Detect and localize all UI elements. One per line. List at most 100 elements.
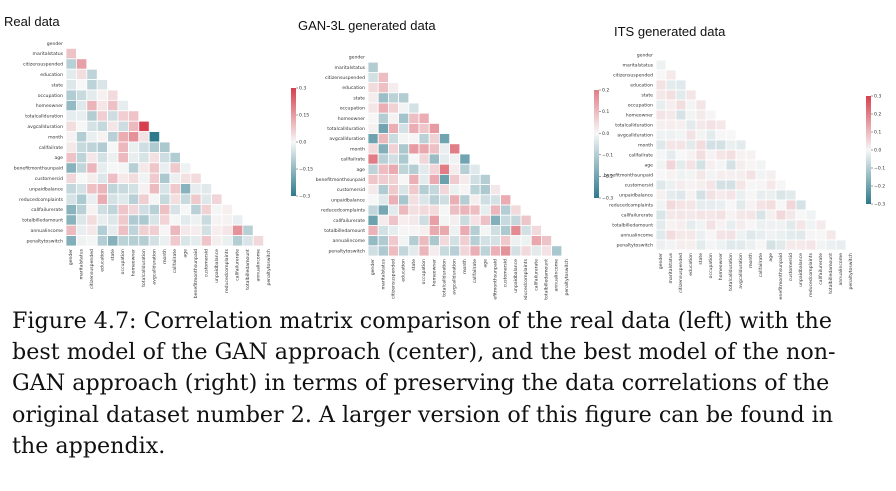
heatmap-cell: [775, 179, 787, 191]
column-label: maritalstatus: [668, 252, 674, 283]
heatmap-cell: [655, 79, 667, 91]
heatmap-cell: [735, 139, 747, 151]
heatmap-cell: [148, 193, 160, 205]
column-label: totalbilledamount: [544, 259, 550, 300]
heatmap-cell: [117, 224, 129, 236]
heatmap-cell: [190, 224, 202, 236]
heatmap-cell: [138, 131, 150, 143]
heatmap-cell: [655, 129, 667, 141]
heatmap-cell: [705, 199, 717, 211]
heatmap-cell: [705, 129, 717, 141]
heatmap-cell: [449, 194, 461, 206]
heatmap-cell: [785, 199, 797, 211]
heatmap-cell: [655, 159, 667, 171]
heatmap-cell: [479, 245, 491, 257]
heatmap-cell: [428, 194, 440, 206]
heatmap-cell: [86, 172, 98, 184]
column-label: avgcallduration: [151, 249, 157, 285]
heatmap-cell: [418, 194, 430, 206]
heatmap-cell: [541, 245, 553, 257]
heatmap-cell: [428, 204, 440, 216]
heatmap-cell: [377, 82, 389, 94]
heatmap-cell: [438, 245, 450, 257]
heatmap-cell: [438, 194, 450, 206]
heatmap-cell: [179, 203, 192, 216]
heatmap-cell: [705, 229, 717, 241]
row-label: totalcallduration: [327, 126, 365, 132]
heatmap-cell: [665, 99, 677, 111]
heatmap-cell: [127, 224, 140, 236]
row-label: totalcallduration: [25, 114, 63, 120]
heatmap-cell: [117, 141, 129, 153]
column-label: age: [184, 249, 189, 258]
heatmap-cell: [190, 203, 202, 216]
heatmap-title: ITS generated data: [614, 24, 726, 39]
row-label: penaltytoswitch: [328, 248, 365, 254]
heatmap-cell: [685, 219, 697, 231]
heatmap-cell: [65, 110, 77, 122]
heatmap-cell: [96, 120, 108, 132]
heatmap-cell: [705, 169, 717, 181]
heatmap-cell: [530, 224, 542, 236]
heatmap-cell: [715, 149, 727, 161]
heatmap-cell: [795, 229, 807, 241]
heatmap-cell: [179, 172, 192, 184]
row-label: gender: [637, 53, 653, 59]
heatmap-cell: [735, 199, 747, 211]
heatmap-cell: [665, 229, 677, 241]
heatmap-cell: [96, 172, 108, 184]
heatmap-cell: [695, 199, 707, 211]
heatmap-cell: [695, 229, 707, 241]
heatmap-cell: [675, 239, 687, 251]
heatmap-cell: [675, 149, 687, 161]
heatmap-cell: [179, 183, 192, 195]
heatmap-cell: [96, 224, 108, 236]
colorbar-tick-label: −0.1: [874, 166, 885, 172]
heatmap-cell: [117, 203, 129, 216]
heatmap-cell: [179, 193, 192, 205]
heatmap-cell: [755, 159, 767, 171]
heatmap-cell: [675, 199, 687, 211]
heatmap-cell: [655, 179, 667, 191]
row-label: callfailrate: [39, 145, 63, 151]
heatmap-cell: [107, 203, 119, 216]
heatmap-cell: [148, 214, 160, 226]
row-label: citizensuspended: [325, 75, 365, 81]
colorbar-tick-label: 0.0: [874, 148, 881, 154]
heatmap-cell: [86, 183, 98, 195]
heatmap-cell: [675, 229, 687, 241]
colorbar-tick-label: −0.3: [602, 196, 613, 202]
colorbar-tick-label: 0.2: [874, 112, 881, 118]
row-label: occupation: [628, 103, 653, 109]
heatmap-cell: [377, 92, 389, 104]
heatmap-cell: [775, 209, 787, 221]
heatmap-cell: [655, 59, 667, 71]
heatmap-cell: [76, 141, 88, 153]
heatmap-cell: [86, 110, 98, 122]
heatmap-cell: [418, 214, 430, 226]
heatmap-cell: [695, 239, 707, 251]
heatmap-cell: [107, 172, 119, 184]
row-label: totalcallduration: [615, 123, 653, 129]
heatmap-cell: [765, 169, 777, 181]
heatmap-cell: [500, 224, 512, 236]
heatmap-cell: [695, 219, 707, 231]
heatmap-cell: [221, 203, 233, 216]
column-label: totalcallduration: [141, 249, 147, 287]
heatmap-cell: [65, 214, 77, 226]
heatmap-cell: [510, 204, 522, 216]
heatmap-cell: [387, 184, 399, 196]
heatmap-cell: [86, 68, 98, 80]
heatmap-cell: [107, 89, 119, 101]
heatmap-cell: [117, 235, 129, 247]
heatmap-cell: [725, 239, 737, 251]
heatmap-cell: [705, 139, 717, 151]
row-label: maritalstatus: [335, 65, 366, 71]
row-label: citizensuspended: [613, 73, 653, 79]
row-label: customersid: [337, 187, 365, 193]
heatmap-cell: [479, 214, 491, 226]
heatmap-cell: [117, 131, 129, 143]
heatmap-cell: [815, 239, 827, 251]
row-label: callfailurerate: [333, 218, 365, 224]
heatmap-cell: [159, 151, 171, 164]
